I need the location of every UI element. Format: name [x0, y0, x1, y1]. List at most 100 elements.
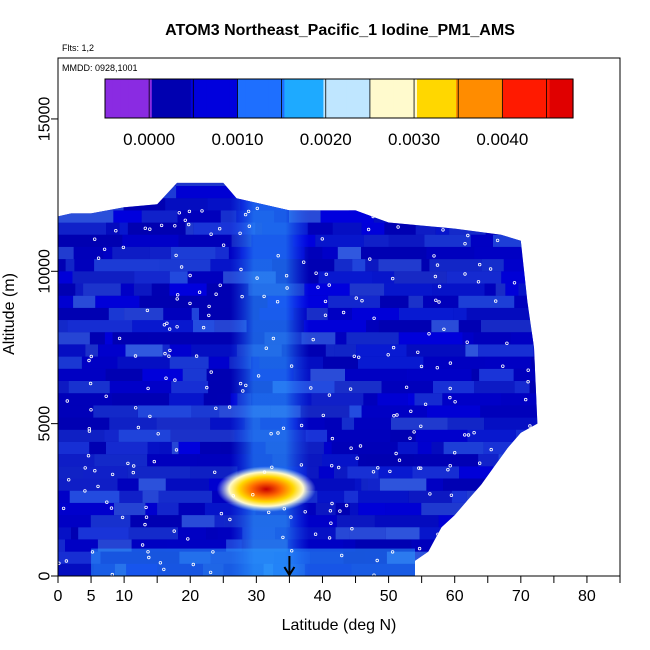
field-cell — [408, 295, 424, 308]
field-cell — [473, 332, 511, 345]
sample-point — [214, 406, 218, 410]
field-cell — [237, 182, 273, 186]
field-cell — [58, 295, 74, 308]
field-cell — [394, 271, 447, 284]
sample-point — [89, 354, 93, 359]
field-cell — [423, 356, 485, 369]
field-cell — [162, 344, 170, 357]
sample-point — [528, 287, 533, 291]
field-cell — [484, 356, 532, 369]
field-cell — [156, 417, 211, 430]
field-cell — [487, 210, 517, 223]
curtain-field — [58, 182, 538, 576]
field-cell — [470, 234, 493, 247]
sample-point — [163, 351, 167, 356]
field-cell — [165, 198, 208, 211]
x-tick-label: 0 — [54, 588, 63, 605]
field-cell — [58, 478, 118, 491]
field-cell — [514, 295, 538, 308]
field-cell — [478, 454, 499, 467]
field-cell — [378, 466, 413, 479]
colorbar-swatch — [424, 79, 434, 118]
field-cell — [479, 368, 514, 381]
colorbar-swatch — [128, 79, 137, 118]
field-cell — [330, 186, 366, 199]
sample-point — [102, 247, 107, 251]
field-cell — [58, 515, 91, 528]
field-cell — [388, 234, 425, 247]
sample-point — [330, 436, 335, 441]
field-cell — [515, 429, 538, 442]
field-cell — [414, 393, 443, 406]
field-cell — [349, 527, 386, 540]
field-cell — [348, 198, 397, 211]
x-tick-label: 30 — [247, 588, 265, 605]
sample-point — [83, 466, 87, 470]
sample-point — [502, 483, 507, 487]
field-cell — [133, 283, 152, 296]
colorbar-swatch — [144, 79, 153, 118]
sample-point — [468, 208, 472, 212]
sample-point — [466, 233, 470, 238]
sample-point — [372, 316, 376, 320]
sample-point — [152, 459, 156, 464]
colorbar-swatch — [315, 79, 324, 118]
field-cell — [408, 490, 452, 503]
sample-point — [200, 209, 204, 213]
field-cell — [450, 527, 505, 540]
field-cell — [108, 307, 125, 321]
field-cell — [175, 182, 229, 186]
sample-point — [244, 383, 248, 388]
field-cell — [58, 381, 69, 394]
sample-point — [165, 321, 169, 325]
field-cell — [58, 198, 124, 211]
field-cell — [162, 186, 177, 199]
sample-point — [435, 366, 439, 370]
sample-point — [61, 506, 66, 511]
field-cell — [433, 381, 475, 394]
sample-point — [83, 489, 87, 493]
field-cell — [215, 246, 229, 260]
sample-point — [391, 345, 396, 350]
field-cell — [480, 405, 538, 418]
sample-point — [472, 431, 476, 435]
field-cell — [361, 405, 427, 418]
sample-point — [104, 394, 108, 398]
field-cell — [90, 182, 144, 186]
colorbar-swatch — [541, 79, 551, 118]
x-tick-label: 70 — [512, 588, 530, 605]
field-cell — [307, 222, 333, 235]
field-cell — [200, 441, 221, 455]
sample-point — [522, 449, 526, 453]
sample-point — [341, 310, 346, 315]
sample-point — [267, 510, 271, 515]
colorbar-swatch — [487, 79, 496, 118]
colorbar-swatch — [245, 79, 254, 118]
sample-point — [289, 364, 294, 368]
sample-point — [247, 224, 251, 228]
field-cell — [358, 454, 366, 467]
field-cell — [178, 441, 200, 455]
sample-point — [313, 532, 318, 536]
sample-point — [183, 218, 187, 222]
field-cell — [112, 246, 150, 260]
sample-point — [65, 399, 69, 403]
field-cell — [187, 271, 224, 284]
field-cell — [466, 307, 532, 321]
colorbar-swatch — [354, 79, 363, 118]
field-cell — [272, 182, 309, 186]
field-cell — [328, 295, 381, 308]
colorbar-swatch — [284, 79, 293, 118]
sample-point — [173, 224, 177, 228]
sample-point — [110, 472, 115, 477]
sample-point — [186, 222, 191, 227]
field-cell — [419, 527, 451, 540]
field-cell — [66, 186, 108, 199]
field-cell — [498, 454, 538, 467]
sample-point — [173, 378, 177, 382]
field-cell — [214, 515, 225, 528]
field-cell — [317, 490, 345, 503]
field-cell — [451, 490, 467, 503]
colorbar-swatch — [206, 79, 215, 118]
